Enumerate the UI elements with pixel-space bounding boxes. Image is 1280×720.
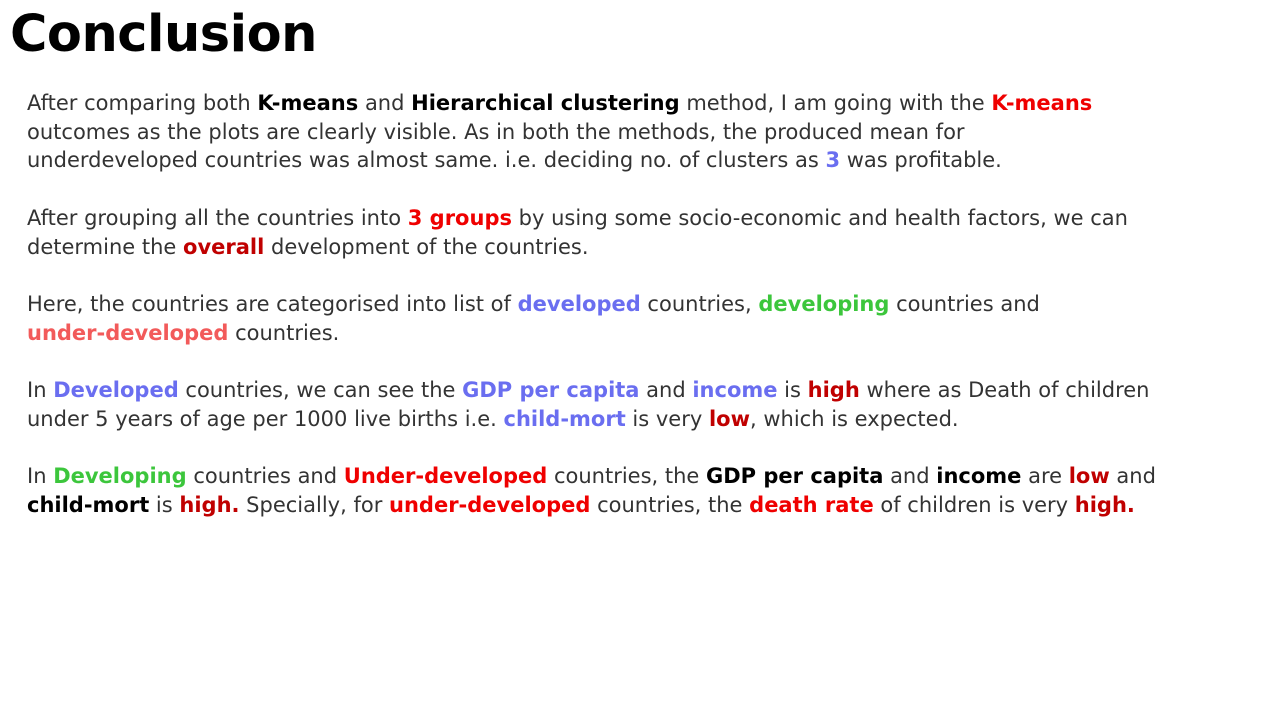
highlighted-term: child-mort [27,492,150,517]
highlighted-term: GDP per capita [706,464,884,489]
paragraph-line: After comparing both K-means and Hierarc… [27,89,1275,118]
highlighted-term: Hierarchical clustering [411,91,680,115]
highlighted-term: developing [758,291,890,316]
text-run: countries and [889,291,1040,316]
highlighted-term: overall [183,234,265,259]
highlighted-term: income [936,464,1022,489]
highlighted-term: K-means [257,91,359,115]
text-run: outcomes as the plots are clearly visibl… [27,119,965,144]
text-run: where as Death of children [859,377,1150,402]
highlighted-term: developed [517,291,641,316]
conclusion-paragraph: After grouping all the countries into 3 … [27,204,1275,261]
slide-body: After comparing both K-means and Hierarc… [27,89,1275,519]
text-run: is [777,377,808,402]
paragraph-line: In Developing countries and Under-develo… [27,462,1275,491]
highlighted-term: under-developed [389,492,591,517]
text-run: and [883,464,937,489]
text-run: , which is expected. [750,406,959,431]
text-run: under 5 years of age per 1000 live birth… [27,406,504,431]
text-run: are [1021,464,1069,489]
text-run: by using some socio-economic and health … [511,205,1128,230]
highlighted-term: low [708,406,750,431]
highlighted-term: high [807,377,860,402]
highlighted-term: income [692,377,778,402]
conclusion-paragraph: After comparing both K-means and Hierarc… [27,89,1275,175]
paragraph-line: under 5 years of age per 1000 live birth… [27,405,1275,434]
highlighted-term: Developing [53,464,187,489]
paragraph-line: determine the overall development of the… [27,233,1275,262]
paragraph-line: In Developed countries, we can see the G… [27,376,1275,405]
paragraph-line: Here, the countries are categorised into… [27,290,1275,319]
text-run: countries and [186,464,344,489]
text-run: countries, the [590,492,750,517]
highlighted-term: child-mort [503,406,626,431]
highlighted-term: high. [179,492,240,517]
slide-title: Conclusion [10,5,317,64]
text-run: and [358,91,412,115]
text-run: is very [625,406,709,431]
highlighted-term: 3 groups [407,205,512,230]
text-run: After grouping all the countries into [27,205,408,230]
highlighted-term: low [1068,464,1110,489]
text-run: countries, [640,291,759,316]
text-run: of children is very [873,492,1075,517]
text-run: was profitable. [840,148,1002,173]
text-run: method, I am going with the [679,91,992,115]
highlighted-term: K-means [991,91,1093,115]
text-run: development of the countries. [264,234,589,259]
text-run: In [27,377,54,402]
text-run: and [639,377,693,402]
highlighted-term: GDP per capita [462,377,640,402]
text-run: In [27,464,54,489]
highlighted-term: death rate [749,492,874,517]
highlighted-term: Developed [53,377,179,402]
conclusion-paragraph: In Developing countries and Under-develo… [27,462,1275,519]
highlighted-term: 3 [825,148,841,173]
text-run: Here, the countries are categorised into… [27,291,518,316]
paragraph-line: child-mort is high. Specially, for under… [27,491,1275,520]
conclusion-paragraph: In Developed countries, we can see the G… [27,376,1275,433]
paragraph-line: underdeveloped countries was almost same… [27,146,1275,175]
text-run: is [149,492,180,517]
text-run: countries, the [547,464,707,489]
text-run: Specially, for [239,492,390,517]
text-run: underdeveloped countries was almost same… [27,148,826,173]
paragraph-line: After grouping all the countries into 3 … [27,204,1275,233]
text-run: countries. [228,320,340,345]
text-run: countries, we can see the [178,377,463,402]
text-run: After comparing both [27,91,258,115]
highlighted-term: under-developed [27,320,229,345]
text-run: determine the [27,234,184,259]
text-run: and [1109,464,1156,489]
paragraph-line: under-developed countries. [27,319,1275,348]
paragraph-line: outcomes as the plots are clearly visibl… [27,118,1275,147]
highlighted-term: high. [1074,492,1135,517]
highlighted-term: Under-developed [343,464,548,489]
conclusion-paragraph: Here, the countries are categorised into… [27,290,1275,347]
